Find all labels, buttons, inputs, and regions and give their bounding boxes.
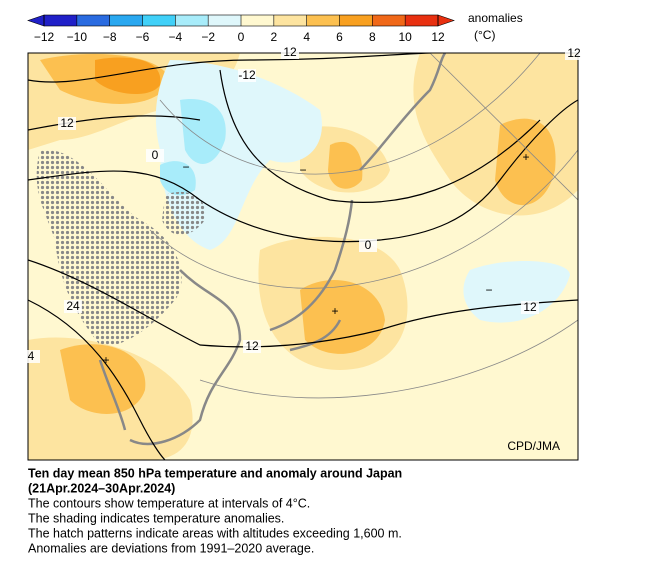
map-frame	[27, 52, 579, 461]
colorbar-segment	[175, 15, 209, 26]
colorbar-tick-label: −2	[201, 30, 215, 44]
contour-label: 0	[152, 148, 159, 162]
caption-line: The hatch patterns indicate areas with a…	[28, 526, 402, 540]
contour-label-box	[281, 46, 299, 59]
colorbar-segment	[109, 15, 143, 26]
contour-label-box	[359, 239, 377, 252]
colorbar-tick-label: −8	[103, 30, 117, 44]
colorbar-tick-label: −12	[34, 30, 55, 44]
contour-label: 0	[365, 238, 372, 252]
contour-label: 12	[245, 339, 259, 353]
contour-label: 12	[567, 46, 581, 60]
colorbar-tick-label: 4	[303, 30, 310, 44]
hatch-highland	[36, 149, 182, 346]
cold-shading	[160, 99, 226, 196]
anomaly-sign: +	[102, 353, 109, 367]
caption-period: (21Apr.2024–30Apr.2024)	[28, 481, 175, 495]
contour-label-box	[22, 350, 40, 363]
colorbar-segment	[142, 15, 176, 26]
caption-lines: The contours show temperature at interva…	[28, 496, 402, 555]
contour-label-box	[238, 69, 256, 82]
contour-label-box	[243, 340, 261, 353]
colorbar-segment	[273, 15, 307, 26]
caption-line: The contours show temperature at interva…	[28, 496, 310, 510]
colorbar-tick-label: −6	[136, 30, 150, 44]
colorbar-segment	[339, 15, 373, 26]
anomaly-sign: −	[299, 163, 306, 177]
colorbar-arrow	[437, 14, 455, 27]
colorbar-tick-label: 12	[431, 30, 445, 44]
strong-warm-shading	[95, 57, 161, 95]
contour-label: 12	[523, 300, 537, 314]
colorbar-segment	[76, 15, 110, 26]
colorbar-segment	[405, 15, 438, 26]
contour-label: -12	[238, 68, 256, 82]
colorbar-arrow	[27, 14, 45, 27]
colorbar-segment	[372, 15, 406, 26]
caption-line: Anomalies are deviations from 1991–2020 …	[28, 541, 314, 555]
colorbar-tick-label: 2	[270, 30, 277, 44]
contour-label: 24	[66, 299, 80, 313]
anomaly-sign: −	[182, 160, 189, 174]
map-labels: 12 -12 12 0 0 24 4 12 12 12 + + + − − −	[22, 45, 583, 367]
colorbar-tick-label: 10	[398, 30, 412, 44]
contour-label-box	[58, 117, 76, 130]
colorbar-segment	[208, 15, 241, 26]
colorbar-label: anomalies	[468, 11, 523, 25]
hatch-highland	[162, 191, 206, 235]
contour-label: 4	[28, 349, 35, 363]
colorbar-segment	[306, 15, 340, 26]
contour-label-box	[64, 300, 82, 313]
colorbar-tick-label: 0	[238, 30, 245, 44]
colorbar-unit: (°C)	[474, 28, 495, 42]
contour-label: 12	[60, 116, 74, 130]
coastline	[98, 53, 447, 446]
contour-label-box	[146, 149, 164, 162]
colorbar: −12 −10 −8 −6 −4 −2 0 2 4 6 8 10 12	[27, 14, 455, 44]
anomaly-sign: −	[485, 283, 492, 297]
graticule	[149, 53, 578, 399]
colorbar-tick-label: 8	[369, 30, 376, 44]
colorbar-tick-label: −4	[168, 30, 182, 44]
anomaly-sign: +	[331, 304, 338, 318]
map	[28, 53, 578, 460]
credit: CPD/JMA	[507, 439, 560, 453]
caption-title: Ten day mean 850 hPa temperature and ano…	[28, 466, 402, 480]
colorbar-segment	[44, 15, 77, 26]
colorbar-tick-label: −10	[67, 30, 88, 44]
caption-line: The shading indicates temperature anomal…	[28, 511, 284, 525]
contour-label: 12	[283, 45, 297, 59]
anomaly-sign: +	[522, 150, 529, 164]
colorbar-segment	[241, 15, 274, 26]
contour-label-box	[565, 47, 583, 60]
colorbar-tick-label: 6	[336, 30, 343, 44]
contour-label-box	[521, 301, 539, 314]
